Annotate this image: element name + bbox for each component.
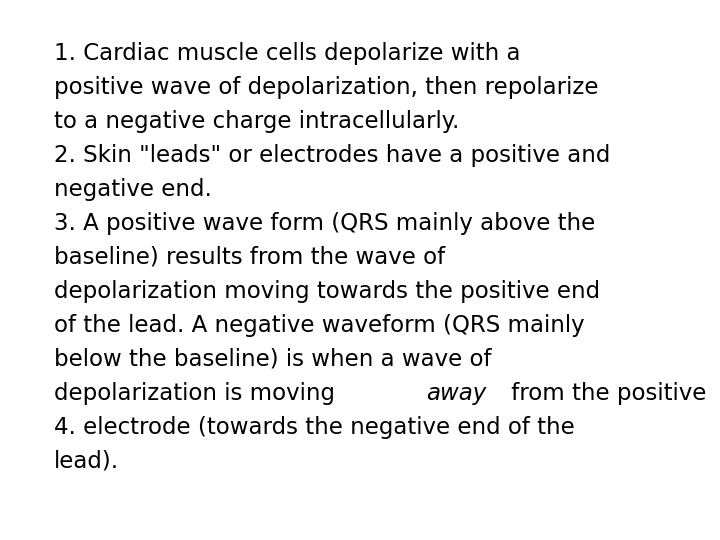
Text: below the baseline) is when a wave of: below the baseline) is when a wave of [54,348,492,371]
Text: 2. Skin "leads" or electrodes have a positive and: 2. Skin "leads" or electrodes have a pos… [54,144,611,167]
Text: lead).: lead). [54,450,119,473]
Text: away: away [426,382,486,405]
Text: 1. Cardiac muscle cells depolarize with a: 1. Cardiac muscle cells depolarize with … [54,42,521,65]
Text: from the positive: from the positive [504,382,706,405]
Text: to a negative charge intracellularly.: to a negative charge intracellularly. [54,110,459,133]
Text: depolarization moving towards the positive end: depolarization moving towards the positi… [54,280,600,303]
Text: baseline) results from the wave of: baseline) results from the wave of [54,246,445,269]
Text: 4. electrode (towards the negative end of the: 4. electrode (towards the negative end o… [54,416,575,439]
Text: negative end.: negative end. [54,178,212,201]
Text: depolarization is moving: depolarization is moving [54,382,342,405]
Text: 3. A positive wave form (QRS mainly above the: 3. A positive wave form (QRS mainly abov… [54,212,595,235]
Text: of the lead. A negative waveform (QRS mainly: of the lead. A negative waveform (QRS ma… [54,314,585,337]
Text: positive wave of depolarization, then repolarize: positive wave of depolarization, then re… [54,76,598,99]
